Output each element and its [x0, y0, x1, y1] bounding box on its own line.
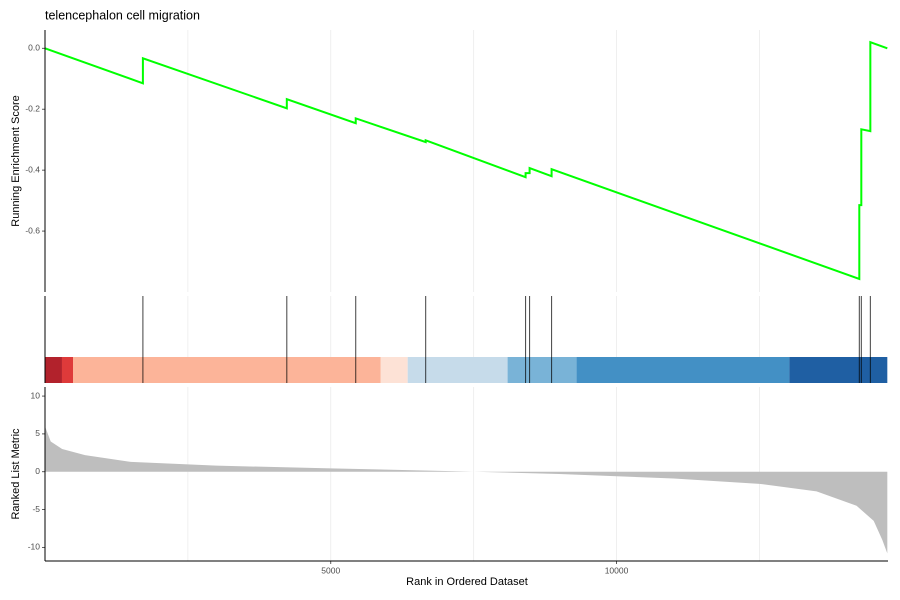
color-band	[380, 357, 408, 383]
color-band	[507, 357, 577, 383]
y-tick-label: -0.6	[25, 225, 40, 235]
x-tick-label: 10000	[605, 565, 629, 575]
chart-title: telencephalon cell migration	[45, 8, 200, 22]
color-band	[61, 357, 74, 383]
y-tick-label: 10	[31, 390, 41, 400]
y-tick-label: 0	[35, 466, 40, 476]
y-tick-label: -5	[32, 504, 40, 514]
y-axis-title: Ranked List Metric	[10, 428, 22, 520]
y-axis-title: Running Enrichment Score	[10, 95, 22, 226]
x-axis-title: Rank in Ordered Dataset	[406, 576, 528, 588]
enrichment-line	[44, 40, 888, 281]
y-tick-label: -0.4	[25, 164, 40, 174]
y-tick-label: -10	[28, 542, 41, 552]
y-tick-label: 5	[35, 428, 40, 438]
color-band	[789, 357, 888, 383]
y-tick-label: 0.0	[28, 43, 40, 53]
color-band	[407, 357, 508, 383]
color-band	[576, 357, 790, 383]
color-band	[45, 357, 62, 383]
x-tick-label: 5000	[321, 565, 340, 575]
color-band	[73, 357, 381, 383]
y-tick-label: -0.2	[25, 103, 40, 113]
metric-area	[45, 426, 888, 554]
